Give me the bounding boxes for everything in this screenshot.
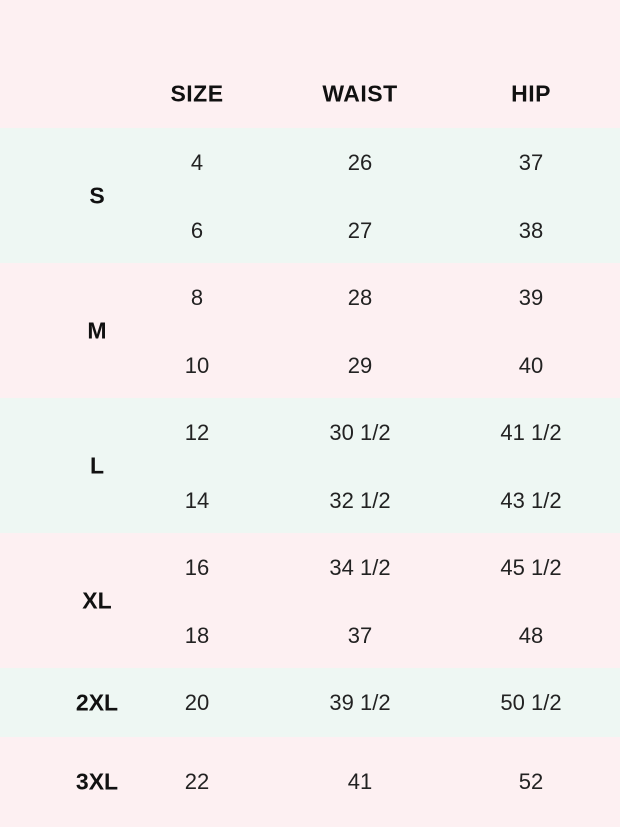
cell: 14 xyxy=(184,488,210,513)
group-band xyxy=(0,533,620,668)
cell: 10 xyxy=(184,353,210,378)
group-band xyxy=(0,128,620,263)
group-band xyxy=(0,263,620,398)
cell: 37 xyxy=(347,623,373,648)
group-band xyxy=(0,737,620,827)
header-band xyxy=(0,0,620,128)
cell: 40 xyxy=(518,353,544,378)
size-label: M xyxy=(87,317,107,343)
cell: 52 xyxy=(518,769,544,794)
cell: 39 1/2 xyxy=(329,689,391,715)
size-label: XL xyxy=(82,587,112,613)
cell: 37 xyxy=(518,150,544,175)
cell: 48 xyxy=(518,623,544,648)
cell: 12 xyxy=(184,420,210,445)
cell: 43 1/2 xyxy=(500,488,562,513)
cell: 29 xyxy=(347,353,373,378)
cell: 41 xyxy=(347,769,373,794)
cell: 8 xyxy=(190,285,204,310)
cell: 34 1/2 xyxy=(329,555,391,580)
cell: 45 1/2 xyxy=(500,555,562,580)
cell: 30 1/2 xyxy=(329,420,391,445)
column-header: SIZE xyxy=(170,80,224,107)
cell: 16 xyxy=(184,555,210,580)
cell: 39 xyxy=(518,285,544,310)
cell: 20 xyxy=(184,689,210,715)
size-label: L xyxy=(89,452,105,478)
column-header: HIP xyxy=(511,80,551,107)
cell: 38 xyxy=(518,218,544,243)
cell: 27 xyxy=(347,218,373,243)
column-header: WAIST xyxy=(322,80,398,107)
size-label: 2XL xyxy=(75,689,119,715)
cell: 32 1/2 xyxy=(329,488,391,513)
group-band xyxy=(0,668,620,737)
group-band xyxy=(0,398,620,533)
size-label: S xyxy=(89,182,105,208)
cell: 41 1/2 xyxy=(500,420,562,445)
cell: 28 xyxy=(347,285,373,310)
cell: 4 xyxy=(190,150,204,175)
size-label: 3XL xyxy=(75,768,119,795)
cell: 6 xyxy=(190,218,204,243)
cell: 18 xyxy=(184,623,210,648)
cell: 50 1/2 xyxy=(500,689,562,715)
cell: 26 xyxy=(347,150,373,175)
cell: 22 xyxy=(184,769,210,794)
